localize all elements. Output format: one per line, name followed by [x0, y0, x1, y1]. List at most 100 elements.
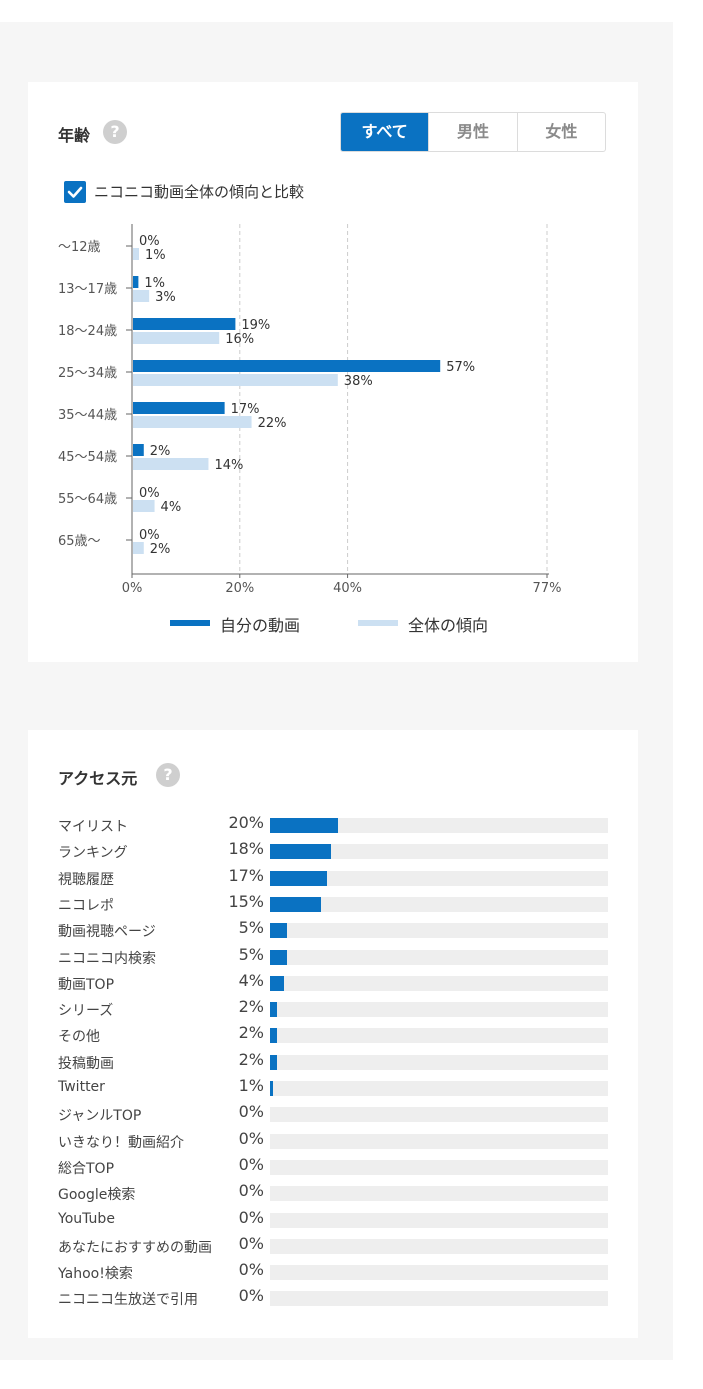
y-tick-label: 65歳～ — [58, 534, 101, 549]
access-percent: 0% — [238, 1233, 264, 1253]
access-row: ニコレポ 15% — [28, 891, 638, 919]
legend-label-own: 自分の動画 — [220, 616, 301, 635]
access-percent: 2% — [238, 1023, 264, 1043]
data-label: 57% — [446, 360, 475, 375]
access-bar-track — [270, 1265, 608, 1281]
data-label: 38% — [344, 374, 373, 389]
compare-label: ニコニコ動画全体の傾向と比較 — [94, 183, 305, 201]
access-percent: 0% — [238, 1260, 264, 1280]
access-row: 動画TOP 4% — [28, 971, 638, 998]
access-bar-track — [270, 818, 608, 833]
access-percent: 5% — [238, 944, 264, 964]
access-bar-track — [270, 1002, 608, 1018]
access-row: ランキング 18% — [28, 839, 638, 866]
bar-overall — [133, 290, 150, 302]
access-label: YouTube — [58, 1210, 115, 1227]
access-label: 視聴履歴 — [58, 871, 114, 888]
data-label: 17% — [231, 402, 260, 417]
y-tick-label: 18～24歳 — [58, 324, 117, 339]
bar-own — [133, 444, 144, 456]
access-row: あなたにおすすめの動画 0% — [28, 1233, 638, 1261]
access-label: あなたにおすすめの動画 — [58, 1239, 212, 1256]
access-row: ジャンルTOP 0% — [28, 1102, 638, 1129]
help-icon[interactable]: ? — [156, 763, 180, 787]
access-row: シリーズ 2% — [28, 997, 638, 1024]
x-tick-label: 20% — [225, 581, 254, 596]
bar-own — [133, 402, 225, 414]
access-bar-track — [270, 896, 608, 912]
access-bar-fill — [270, 975, 284, 991]
access-bar-track — [270, 1159, 608, 1175]
data-label: 14% — [214, 458, 243, 473]
compare-checkbox[interactable] — [64, 181, 86, 203]
bar-overall — [133, 374, 338, 386]
access-bar-track — [270, 870, 608, 886]
access-bar-track — [270, 1212, 608, 1228]
access-percent: 2% — [238, 997, 264, 1017]
bar-own — [133, 360, 441, 372]
bar-overall — [133, 332, 220, 344]
access-percent: 1% — [238, 1076, 264, 1095]
bar-overall — [133, 500, 155, 512]
legend-swatch-own — [170, 620, 210, 626]
data-label: 4% — [161, 500, 182, 515]
y-tick-label: 13～17歳 — [58, 282, 117, 297]
access-bar-fill — [270, 923, 287, 939]
legend-label-overall: 全体の傾向 — [408, 616, 489, 635]
access-percent: 2% — [238, 1049, 264, 1069]
access-bar-fill — [270, 1054, 277, 1070]
tab-male[interactable]: 男性 — [428, 113, 516, 151]
access-row: 視聴履歴 17% — [28, 865, 638, 893]
checkmark-icon — [67, 186, 83, 198]
access-bar-track — [270, 1081, 608, 1096]
data-label: 1% — [145, 248, 166, 263]
access-bar-track — [270, 949, 608, 965]
access-bar-track — [270, 1054, 608, 1070]
x-tick-label: 0% — [122, 581, 143, 596]
bar-overall — [133, 416, 252, 428]
access-row: ニコニコ内検索 5% — [28, 944, 638, 972]
access-label: マイリスト — [58, 819, 128, 835]
access-label: その他 — [58, 1029, 100, 1046]
access-percent: 0% — [238, 1207, 264, 1227]
access-percent: 15% — [228, 891, 264, 911]
access-bar-track — [270, 1186, 608, 1202]
access-bar-fill — [270, 870, 328, 886]
access-bar-track — [270, 975, 608, 991]
access-bar-track — [270, 844, 608, 860]
access-card-title: アクセス元 — [58, 769, 138, 788]
access-label: 動画TOP — [58, 976, 115, 993]
tab-all[interactable]: すべて — [341, 113, 429, 151]
age-card: 年齢 ? すべて 男性 女性 ニコニコ動画全体の傾向と比較 0% 20% 40% 77… — [28, 82, 638, 662]
tab-female[interactable]: 女性 — [516, 113, 605, 151]
access-label: ニコレポ — [58, 897, 114, 914]
access-percent: 17% — [228, 865, 264, 885]
x-tick-label: 40% — [333, 581, 362, 596]
age-chart: 0% 20% 40% 77%～12歳 0%1%13～17歳 1%3%18～24歳 19%16… — [58, 224, 562, 596]
access-bar-fill — [270, 1028, 277, 1044]
y-tick-label: 55～64歳 — [58, 492, 117, 507]
access-row: いきなり！動画紹介 0% — [28, 1129, 638, 1156]
access-percent: 20% — [228, 813, 264, 832]
x-tick-label: 77% — [533, 581, 562, 596]
access-label: 動画視聴ページ — [58, 924, 156, 941]
data-label: 19% — [241, 318, 270, 333]
data-label: 22% — [258, 416, 287, 431]
data-label: 1% — [144, 276, 165, 291]
access-bar-track — [270, 1107, 608, 1123]
access-bar-fill — [270, 949, 287, 965]
access-percent: 0% — [238, 1102, 264, 1122]
y-tick-label: 25～34歳 — [58, 366, 117, 381]
access-row: YouTube 0% — [28, 1207, 638, 1235]
y-tick-label: ～12歳 — [58, 240, 101, 255]
age-card-title: 年齢 — [58, 126, 91, 145]
access-row: Google検索 0% — [28, 1181, 638, 1208]
legend-swatch-overall — [358, 620, 398, 626]
access-label: いきなり！動画紹介 — [58, 1134, 184, 1151]
data-label: 3% — [155, 290, 176, 305]
help-icon[interactable]: ? — [103, 120, 127, 144]
access-label: ニコニコ生放送で引用 — [58, 1292, 198, 1309]
access-bar-track — [270, 1291, 608, 1307]
access-bar-fill — [270, 896, 321, 912]
access-row: その他 2% — [28, 1023, 638, 1050]
